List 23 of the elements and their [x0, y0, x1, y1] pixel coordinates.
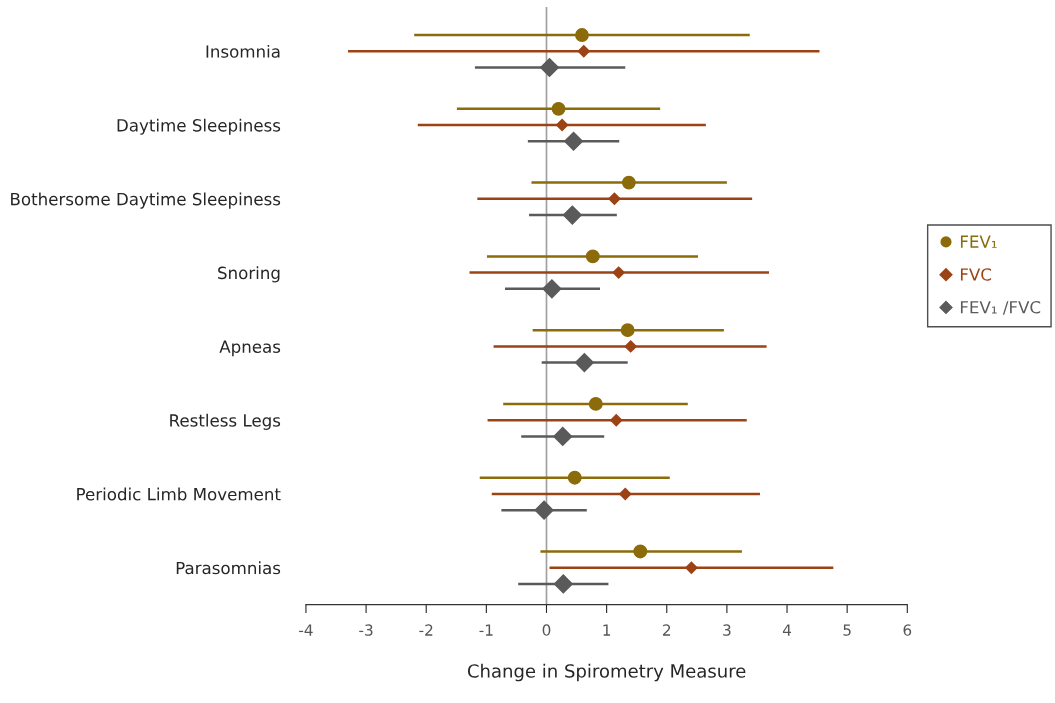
y-tick-label: Periodic Limb Movement	[77, 487, 281, 501]
x-tick-label: 0	[542, 624, 551, 636]
y-tick-label: Bothersome Daytime Sleepiness	[11, 192, 281, 209]
legend-label: FEV₁	[960, 235, 997, 248]
x-tick-label: -1	[479, 624, 493, 636]
y-tick-label: Snoring	[218, 266, 280, 283]
x-tick-label: 2	[663, 624, 671, 636]
x-tick-label: -3	[359, 624, 373, 636]
legend-label: FEV₁ /FVC	[960, 300, 1041, 315]
x-tick-label: 1	[603, 624, 611, 636]
y-tick-label: Daytime Sleepiness	[117, 118, 281, 135]
legend-label: FVC	[960, 268, 992, 281]
x-tick-label: 4	[782, 624, 792, 636]
x-tick-label: 5	[843, 624, 851, 636]
x-tick-label: 3	[723, 624, 731, 636]
x-tick-label: -2	[419, 624, 433, 636]
y-tick-label: Restless Legs	[170, 413, 281, 430]
x-tick-label: 6	[903, 624, 912, 636]
x-tick-label: -4	[299, 624, 313, 636]
y-tick-label: Insomnia	[206, 44, 280, 58]
y-tick-label: Apneas	[219, 340, 281, 357]
x-axis-title: Change in Spirometry Measure	[467, 663, 746, 682]
y-tick-label: Parasomnias	[176, 561, 281, 575]
